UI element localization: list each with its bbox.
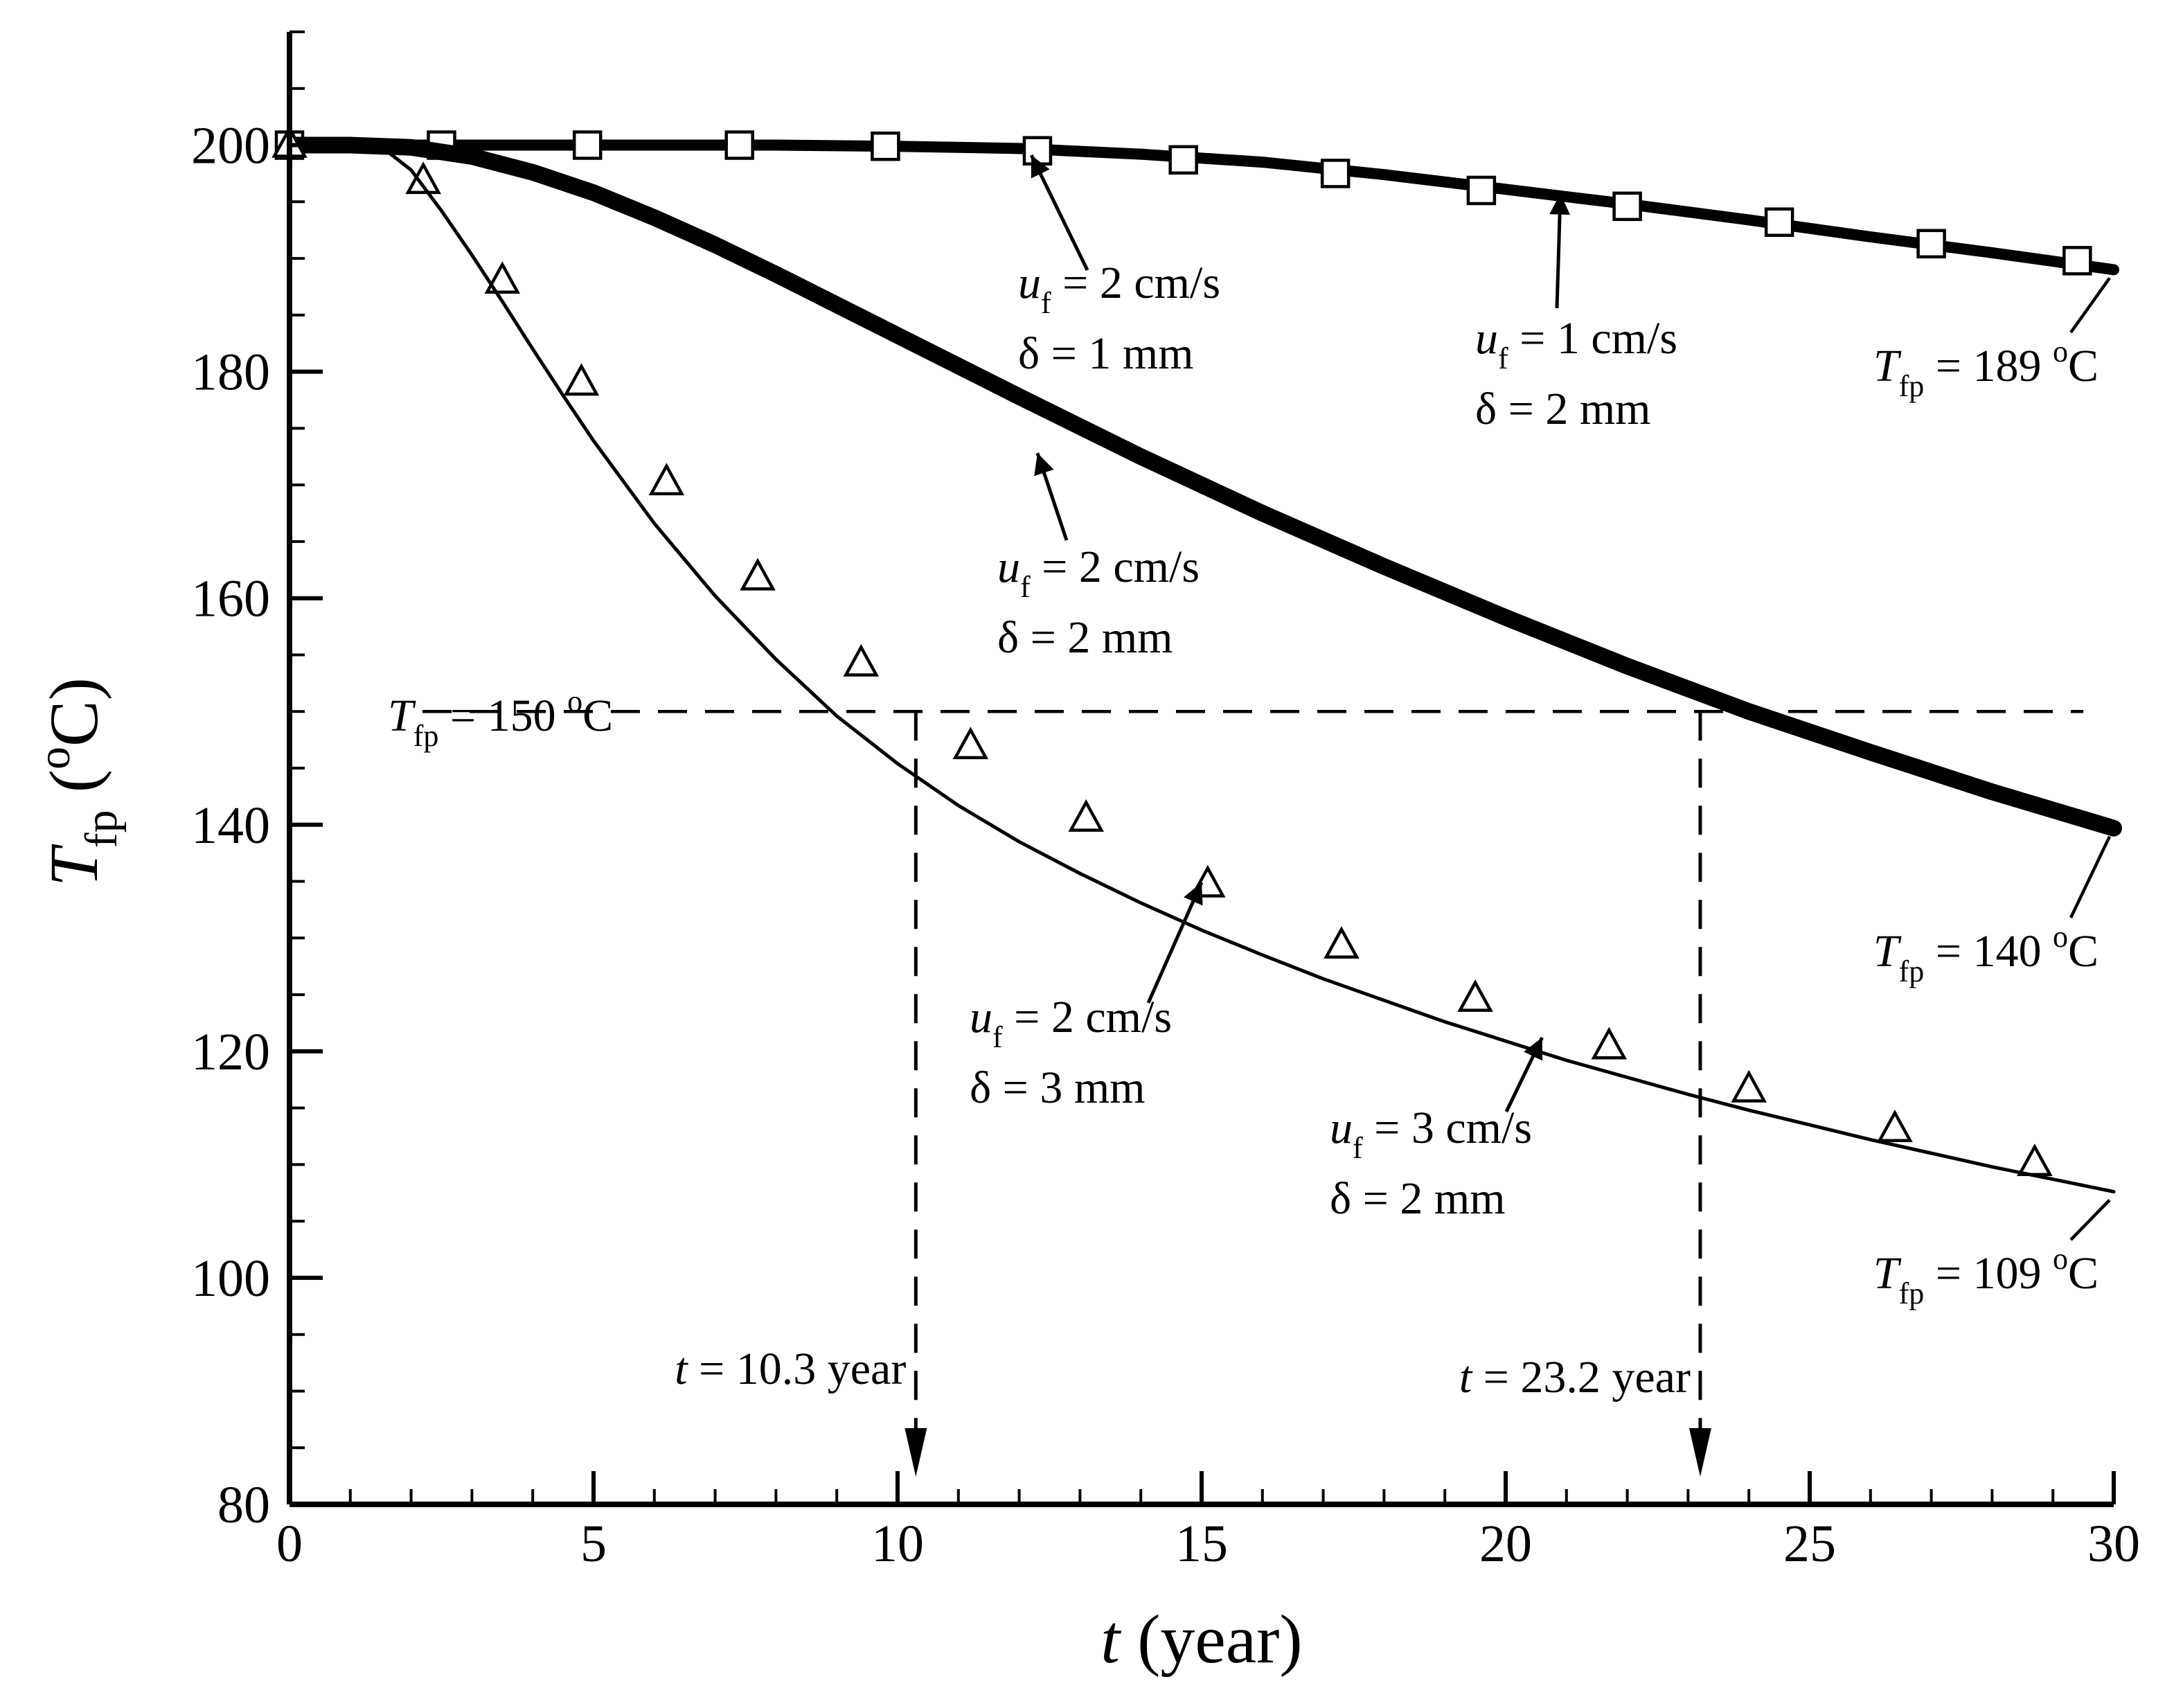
y-tick-label-140: 140 <box>191 797 270 855</box>
y-tick-label-100: 100 <box>191 1249 270 1308</box>
square-marker-7 <box>1168 145 1198 175</box>
annotation-sublabel-4: δ = 3 mm <box>970 1062 1146 1113</box>
end-label-leader-1 <box>2069 277 2111 334</box>
end-label-leader-3 <box>2069 1199 2111 1241</box>
end-label-leader-2 <box>2069 835 2112 918</box>
y-tick-label-160: 160 <box>191 570 270 628</box>
annotation-arrow-1 <box>1029 154 1089 272</box>
y-tick-label-180: 180 <box>191 344 270 402</box>
square-marker-3 <box>572 130 603 160</box>
triangle-marker-14 <box>1731 1069 1767 1103</box>
annotation-arrow-5 <box>1504 1036 1544 1113</box>
square-marker-11 <box>1764 207 1794 237</box>
annotation-layer: uf = 2 cm/s δ = 1 mm uf = 1 cm/s δ = 2 mm uf… <box>970 154 2112 1310</box>
triangle-marker-12 <box>1457 979 1493 1012</box>
annotation-sublabel-2: δ = 2 mm <box>1475 384 1651 434</box>
square-marker-10 <box>1612 191 1642 222</box>
x-tick-label-0: 0 <box>276 1515 303 1573</box>
series-layer <box>271 125 2122 1194</box>
triangle-marker-7 <box>843 643 880 677</box>
square-marker-12 <box>1916 229 1946 259</box>
series-line-5 <box>287 143 2116 1194</box>
annotation-sublabel-3: δ = 2 mm <box>997 612 1173 663</box>
end-label-1: Tfp = 189 oC <box>1873 335 2099 403</box>
reference-line-label: Tfp = 150 oC <box>388 684 613 753</box>
triangle-marker-8 <box>952 727 989 760</box>
square-marker-4 <box>724 130 754 160</box>
y-tick-label-120: 120 <box>191 1023 270 1081</box>
square-marker-13 <box>2062 246 2092 276</box>
triangle-marker-3 <box>484 261 521 294</box>
y-tick-label-200: 200 <box>191 117 270 175</box>
crossing-label-1: t = 10.3 year <box>675 1344 906 1394</box>
y-tick-label-80: 80 <box>217 1476 270 1534</box>
crossing-label-2: t = 23.2 year <box>1459 1352 1691 1403</box>
annotation-arrow-2 <box>1549 193 1571 309</box>
square-marker-9 <box>1466 175 1497 206</box>
triangle-marker-13 <box>1591 1026 1628 1060</box>
series-line-1 <box>284 139 2119 276</box>
end-label-3: Tfp = 109 oC <box>1873 1242 2099 1310</box>
annotation-arrow-3 <box>1034 452 1069 541</box>
x-tick-label-20: 20 <box>1479 1515 1532 1573</box>
axes-layer: 0 5 10 15 20 25 30 80 100 120 140 160 180 200 t (year)… <box>29 30 2140 1678</box>
annotation-label-5: uf = 3 cm/s <box>1330 1103 1532 1165</box>
drop-arrowhead-2 <box>1689 1428 1711 1477</box>
annotation-label-3: uf = 2 cm/s <box>997 542 1200 604</box>
x-tick-label-25: 25 <box>1783 1515 1836 1573</box>
triangle-marker-5 <box>648 463 685 496</box>
square-marker-8 <box>1320 159 1351 188</box>
x-tick-label-30: 30 <box>2087 1515 2140 1573</box>
annotation-label-2: uf = 1 cm/s <box>1475 313 1677 375</box>
y-axis-title: Tfp (oC) <box>29 677 127 887</box>
reference-layer: Tfp = 150 oC t = 10.3 year t = 23.2 year <box>388 684 2084 1477</box>
annotation-arrow-4 <box>1146 881 1204 1004</box>
x-tick-label-15: 15 <box>1175 1515 1228 1573</box>
triangle-marker-4 <box>563 363 600 396</box>
x-tick-label-10: 10 <box>871 1515 924 1573</box>
end-label-2: Tfp = 140 oC <box>1873 920 2099 988</box>
annotation-sublabel-5: δ = 2 mm <box>1330 1173 1506 1224</box>
square-marker-6 <box>1022 136 1053 166</box>
annotation-sublabel-1: δ = 1 mm <box>1018 328 1194 379</box>
annotation-label-4: uf = 2 cm/s <box>970 992 1172 1054</box>
square-marker-5 <box>871 131 900 161</box>
series-line-3 <box>281 136 2122 837</box>
triangle-marker-16 <box>2017 1144 2053 1176</box>
triangle-marker-6 <box>740 558 776 591</box>
triangle-marker-11 <box>1324 926 1360 959</box>
annotation-label-1: uf = 2 cm/s <box>1018 258 1220 320</box>
x-tick-label-5: 5 <box>580 1515 607 1573</box>
x-axis-title: t (year) <box>1101 1601 1302 1678</box>
triangle-marker-9 <box>1068 799 1104 832</box>
drop-arrowhead-1 <box>905 1428 927 1477</box>
triangle-marker-15 <box>1877 1110 1913 1142</box>
